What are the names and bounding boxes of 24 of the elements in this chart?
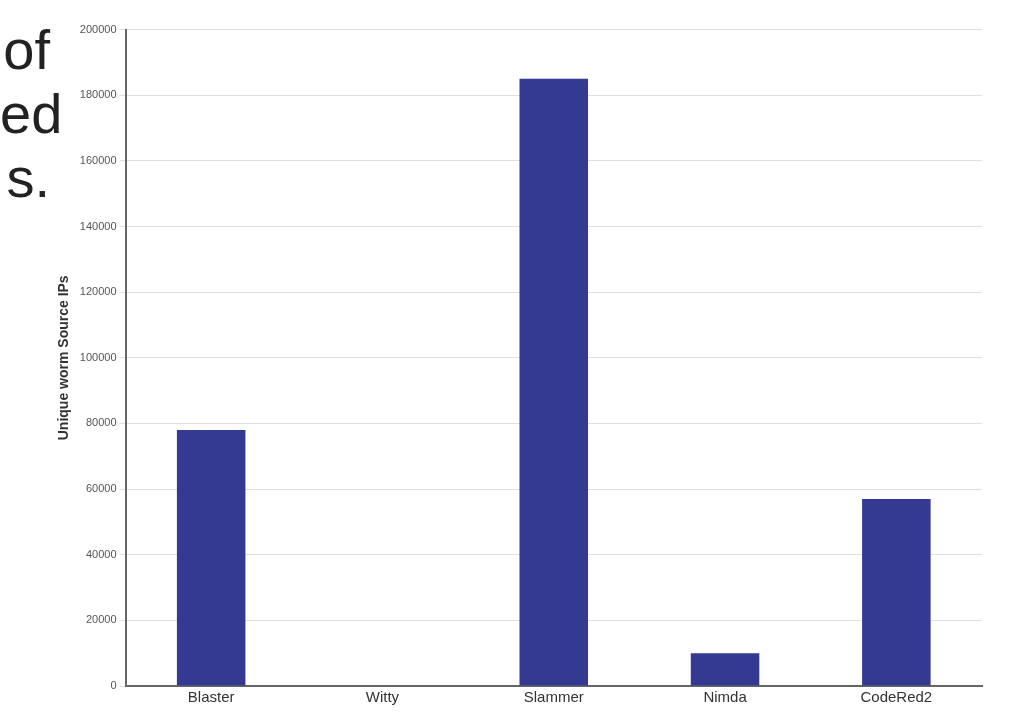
y-tick-label: 120000	[79, 285, 117, 298]
text: ed	[0, 82, 63, 146]
x-tick-label: Slammer	[523, 688, 584, 706]
bar	[519, 78, 589, 686]
text: s.	[5, 146, 50, 210]
y-tick-label: 20000	[85, 613, 117, 626]
y-tick-label: 160000	[79, 153, 117, 166]
bar	[176, 430, 246, 686]
x-tick-label: Witty	[365, 688, 400, 706]
y-tick-label: 60000	[85, 482, 117, 495]
bar	[690, 653, 760, 686]
y-tick-label: 180000	[79, 88, 117, 101]
text: of	[2, 18, 50, 82]
y-axis-title: Unique worm Source IPs	[55, 275, 72, 441]
y-tick-label: 100000	[79, 350, 117, 363]
x-tick-label: Blaster	[187, 688, 235, 706]
y-tick-label: 200000	[79, 22, 117, 35]
x-tick-label: Nimda	[703, 688, 748, 706]
bar	[862, 498, 931, 686]
y-tick-label: 140000	[79, 219, 117, 232]
y-tick-label: 80000	[85, 416, 117, 429]
y-tick-label: 40000	[85, 547, 117, 560]
y-tick-label: 0	[110, 679, 117, 692]
x-tick-label: CodeRed2	[860, 688, 933, 706]
